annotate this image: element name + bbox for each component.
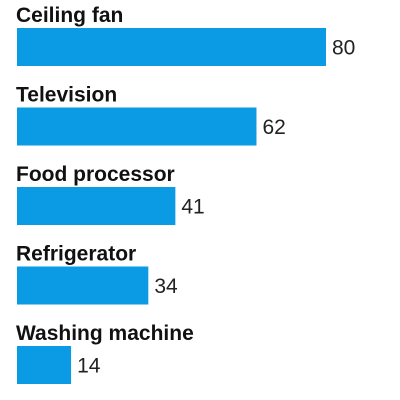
value-label-ceiling-fan: 80 (332, 37, 355, 60)
bar-television (17, 107, 257, 146)
value-label-television: 62 (262, 116, 285, 139)
category-label-refrigerator: Refrigerator (16, 243, 136, 266)
category-label-television: Television (16, 84, 117, 107)
value-label-food-processor: 41 (181, 196, 204, 219)
bar-washing-machine (17, 346, 72, 384)
category-label-washing-machine: Washing machine (16, 322, 194, 345)
value-label-refrigerator: 34 (154, 275, 178, 298)
bar-ceiling-fan (17, 28, 326, 66)
category-label-food-processor: Food processor (16, 163, 175, 186)
category-label-ceiling-fan: Ceiling fan (16, 4, 123, 27)
bar-refrigerator (17, 266, 149, 305)
value-label-washing-machine: 14 (77, 355, 101, 378)
bar-food-processor (17, 187, 176, 225)
